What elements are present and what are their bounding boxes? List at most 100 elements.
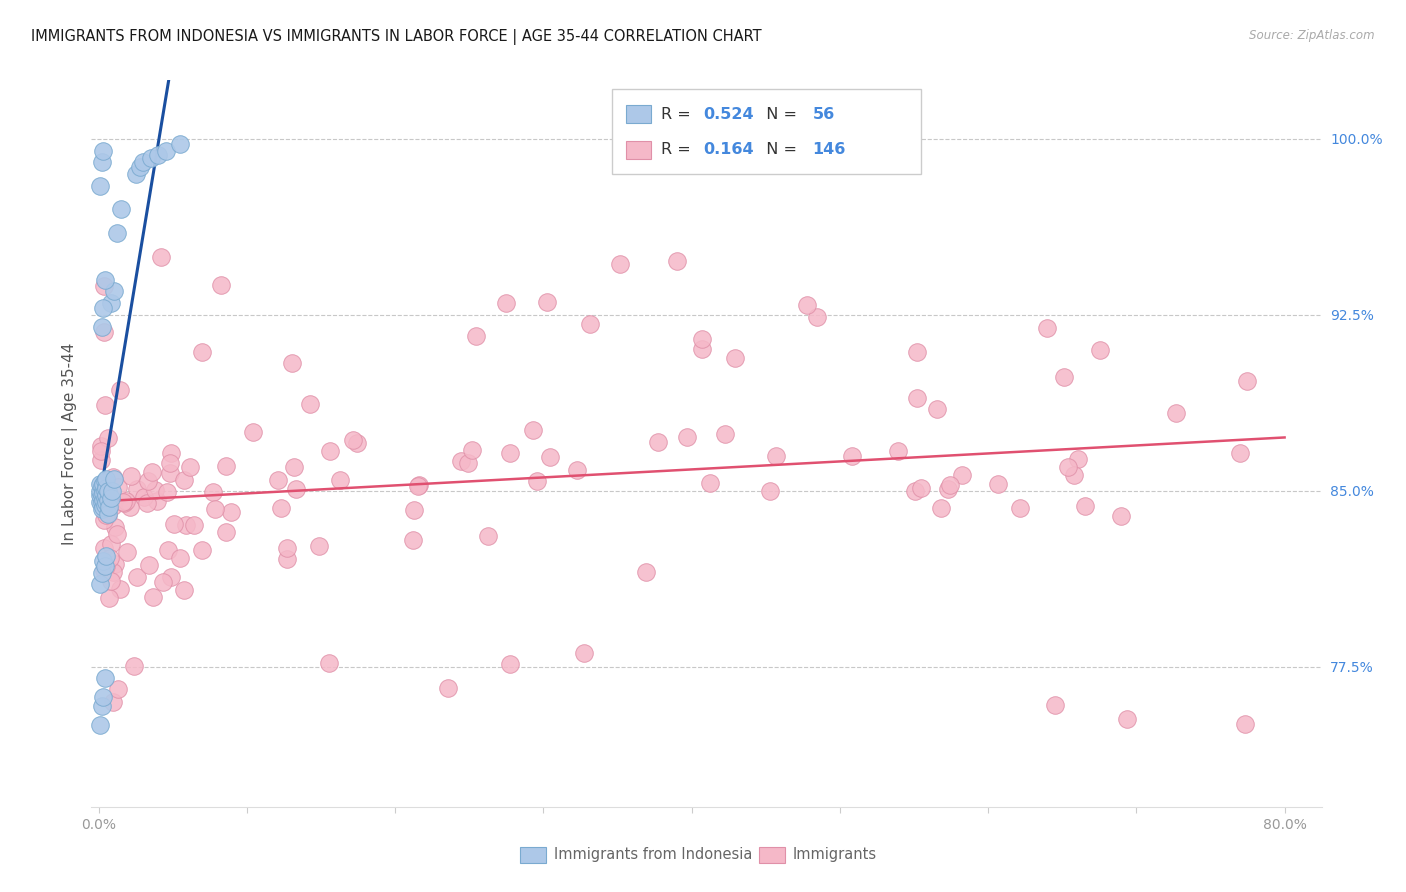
- Point: [886, 444, 908, 458]
- Point: [96, 472, 118, 486]
- Point: [987, 477, 1010, 491]
- Point: [136, 474, 159, 488]
- Point: [89, 577, 111, 591]
- Point: [179, 460, 201, 475]
- Point: [270, 501, 292, 516]
- Point: [125, 482, 148, 496]
- Point: [209, 278, 232, 293]
- Text: 0.524: 0.524: [703, 107, 754, 121]
- Y-axis label: In Labor Force | Age 35-44: In Labor Force | Age 35-44: [62, 343, 77, 545]
- Text: Source: ZipAtlas.com: Source: ZipAtlas.com: [1250, 29, 1375, 42]
- Point: [91, 486, 114, 500]
- Point: [841, 449, 863, 463]
- Point: [173, 583, 195, 598]
- Point: [100, 491, 122, 505]
- Point: [107, 682, 129, 697]
- Point: [110, 582, 132, 597]
- Point: [281, 356, 304, 370]
- Text: N =: N =: [756, 143, 803, 157]
- Point: [437, 681, 460, 695]
- Point: [91, 487, 114, 501]
- Point: [408, 477, 430, 491]
- Point: [90, 566, 112, 580]
- Point: [107, 480, 129, 494]
- Point: [404, 503, 426, 517]
- Point: [98, 551, 121, 566]
- Point: [724, 351, 747, 365]
- Point: [105, 527, 128, 541]
- Point: [152, 574, 174, 589]
- Point: [101, 499, 124, 513]
- Point: [93, 483, 115, 498]
- Point: [110, 202, 132, 217]
- Point: [536, 294, 558, 309]
- Point: [96, 558, 118, 573]
- Point: [1229, 446, 1251, 460]
- Point: [938, 478, 960, 492]
- Point: [101, 566, 124, 580]
- Point: [202, 485, 225, 500]
- Point: [609, 257, 631, 271]
- Point: [572, 646, 595, 660]
- Point: [90, 444, 112, 458]
- Point: [120, 468, 142, 483]
- Point: [1067, 451, 1090, 466]
- Point: [93, 558, 115, 573]
- Point: [1115, 712, 1137, 726]
- Point: [103, 472, 125, 486]
- Point: [93, 491, 115, 505]
- Point: [1233, 716, 1256, 731]
- Point: [90, 502, 112, 516]
- Point: [91, 500, 114, 514]
- Point: [103, 285, 125, 299]
- Point: [526, 474, 548, 488]
- Point: [93, 513, 115, 527]
- Point: [89, 718, 111, 732]
- Point: [1053, 370, 1076, 384]
- Point: [93, 541, 115, 555]
- Point: [97, 483, 120, 498]
- Point: [108, 383, 131, 397]
- Point: [173, 473, 195, 487]
- Point: [91, 690, 114, 704]
- Point: [93, 272, 115, 286]
- Point: [89, 483, 111, 498]
- Point: [117, 544, 139, 558]
- Point: [1164, 406, 1187, 420]
- Point: [124, 658, 146, 673]
- Point: [98, 500, 121, 514]
- Point: [90, 439, 112, 453]
- Point: [219, 505, 242, 519]
- Text: N =: N =: [756, 107, 803, 121]
- Point: [96, 549, 118, 564]
- Point: [96, 481, 118, 495]
- Point: [579, 317, 602, 331]
- Point: [141, 465, 163, 479]
- Point: [132, 155, 155, 169]
- Point: [89, 178, 111, 193]
- Point: [132, 491, 155, 505]
- Point: [89, 476, 111, 491]
- Point: [91, 554, 114, 568]
- Point: [692, 343, 714, 357]
- Point: [145, 494, 167, 508]
- Point: [93, 398, 115, 412]
- Point: [100, 574, 122, 589]
- Point: [90, 155, 112, 169]
- Point: [100, 537, 122, 551]
- Point: [765, 449, 787, 463]
- Point: [90, 319, 112, 334]
- Point: [1236, 374, 1258, 388]
- Point: [495, 296, 517, 310]
- Point: [150, 251, 173, 265]
- Point: [169, 136, 191, 151]
- Point: [204, 502, 226, 516]
- Text: R =: R =: [661, 143, 696, 157]
- Point: [96, 488, 118, 502]
- Point: [465, 329, 488, 343]
- Point: [91, 476, 114, 491]
- Point: [242, 425, 264, 439]
- Point: [450, 454, 472, 468]
- Point: [145, 483, 167, 497]
- Point: [636, 565, 658, 579]
